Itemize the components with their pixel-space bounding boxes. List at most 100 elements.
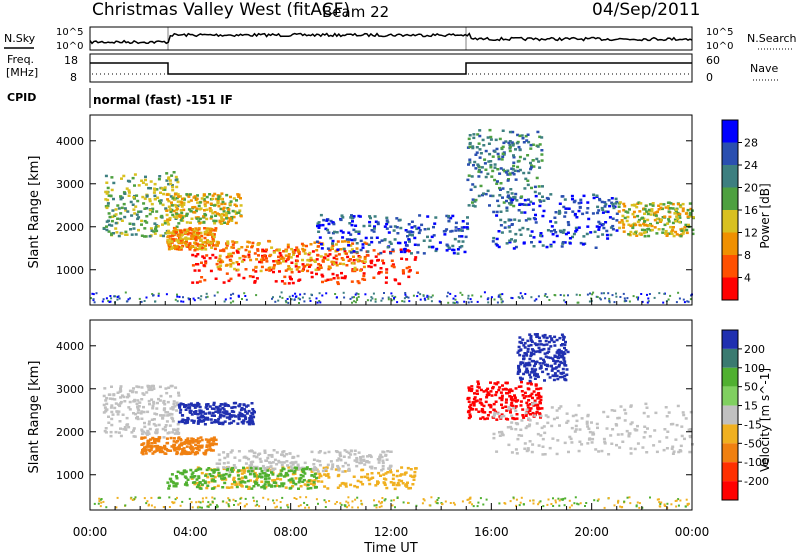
velocity-ground-63 xyxy=(468,501,471,504)
power-cell-5-140 xyxy=(370,240,374,244)
velocity-cell-2-63 xyxy=(191,439,195,442)
velocity-cell-2-10 xyxy=(149,448,153,451)
power-cell-4-127 xyxy=(306,269,310,273)
power-cell-5-103 xyxy=(405,244,409,247)
power-cell-7-216 xyxy=(527,198,530,201)
velocity-cell-5-70 xyxy=(213,468,217,472)
power-cell-7-111 xyxy=(529,234,533,237)
velocity-cell-7-128 xyxy=(526,362,529,365)
velocity-ground-139 xyxy=(324,506,327,508)
power-cell-5-66 xyxy=(392,229,396,232)
power-cell-0-84 xyxy=(143,219,147,223)
velocity-cell-4-209 xyxy=(353,453,357,456)
velocity-cell-1-61 xyxy=(195,405,199,408)
velocity-cell-0-50 xyxy=(170,413,174,416)
power-cell-3-91 xyxy=(415,271,419,274)
velocity-cell-0-116 xyxy=(134,391,138,394)
velocity-cell-7-206 xyxy=(549,345,553,348)
power-cell-5-190 xyxy=(433,222,437,225)
power-cell-7-58 xyxy=(527,203,531,206)
power-cell-8-217 xyxy=(643,220,647,223)
velocity-cell-8-56 xyxy=(528,440,532,443)
power-cell-7-186 xyxy=(522,242,526,245)
velocity-cell-0-84 xyxy=(138,401,142,404)
power-cell-7-11 xyxy=(494,242,498,246)
velocity-ground-98 xyxy=(237,503,240,506)
power-cell-6-63 xyxy=(478,129,482,132)
velocity-cell-3-66 xyxy=(291,485,295,488)
power-cell-5-126 xyxy=(355,242,359,245)
power-ground-115 xyxy=(408,300,411,303)
power-cell-3-160 xyxy=(294,265,298,268)
velocity-cell-3-25 xyxy=(411,483,415,486)
power-cell-8-68 xyxy=(670,232,674,235)
power-cell-6-162 xyxy=(512,161,516,164)
power-ground-68 xyxy=(637,296,640,299)
power-cell-2-121 xyxy=(173,245,176,248)
velocity-cell-1-115 xyxy=(223,404,227,407)
power-cell-6-76 xyxy=(479,184,483,188)
velocity-ground-146 xyxy=(421,502,424,505)
velocity-cell-0-101 xyxy=(104,427,108,430)
power-cell-6-190 xyxy=(518,134,522,138)
power-cell-2-194 xyxy=(175,239,179,242)
power-cell-4-70 xyxy=(284,254,288,257)
velocity-cell-1-177 xyxy=(252,415,256,419)
velocity-cell-0-22 xyxy=(161,427,165,431)
velocity-cell-3-18 xyxy=(289,480,293,484)
velocity-cell-1-66 xyxy=(178,411,182,414)
velocity-cell-5-150 xyxy=(235,485,239,489)
power-cell-8-33 xyxy=(661,231,665,234)
velocity-ground-110 xyxy=(626,496,629,499)
power-cell-7-207 xyxy=(553,216,557,219)
velocity-cell-5-97 xyxy=(167,484,171,487)
power-ground-231 xyxy=(404,292,407,294)
velocity-cell-1-80 xyxy=(239,408,243,411)
power-cell-0-110 xyxy=(159,234,163,237)
colorbar-0-seg-2 xyxy=(722,232,738,255)
power-cell-6-12 xyxy=(537,192,541,195)
velocity-cell-5-106 xyxy=(291,479,295,483)
velocity-cell-8-162 xyxy=(531,402,535,405)
power-cell-8-121 xyxy=(666,205,670,208)
power-cell-5-51 xyxy=(466,227,470,231)
power-cell-1-173 xyxy=(227,208,231,211)
power-cell-1-186 xyxy=(166,198,170,201)
velocity-cell-7-136 xyxy=(545,351,549,355)
velocity-cell-4-83 xyxy=(366,455,369,458)
power-ground-214 xyxy=(619,296,622,298)
velocity-cell-1-129 xyxy=(218,408,222,411)
velocity-ground-121 xyxy=(304,506,307,509)
power-cell-2-205 xyxy=(176,234,180,238)
velocity-cell-0-203 xyxy=(109,430,113,434)
power-cell-7-9 xyxy=(604,221,608,224)
power-cell-4-71 xyxy=(272,251,276,254)
power-cell-6-20 xyxy=(468,161,472,164)
power-cell-8-152 xyxy=(650,228,654,232)
power-cell-1-124 xyxy=(221,207,225,211)
power-cell-4-139 xyxy=(218,268,222,271)
velocity-cell-4-96 xyxy=(377,461,381,464)
velocity-cell-1-215 xyxy=(218,421,222,425)
velocity-cell-1-124 xyxy=(181,420,185,424)
velocity-ground-227 xyxy=(195,501,198,504)
power-cell-1-212 xyxy=(180,201,184,204)
power-cell-0-201 xyxy=(105,192,109,195)
power-cell-6-208 xyxy=(540,136,544,139)
velocity-ground-274 xyxy=(360,499,363,502)
velocity-cell-3-84 xyxy=(409,486,412,490)
power-cell-0-32 xyxy=(163,188,167,191)
power-cell-7-143 xyxy=(541,244,545,247)
velocity-ground-170 xyxy=(381,497,384,499)
velocity-cell-6-172 xyxy=(469,407,473,411)
velocity-cell-1-144 xyxy=(219,403,223,406)
power-cell-6-217 xyxy=(504,171,508,174)
velocity-cell-0-141 xyxy=(143,421,146,425)
velocity-cell-7-59 xyxy=(522,372,526,376)
velocity-cell-8-165 xyxy=(520,419,524,422)
velocity-cell-0-115 xyxy=(152,402,156,405)
velocity-cell-1-73 xyxy=(196,416,200,419)
power-cell-6-147 xyxy=(488,152,492,156)
power-cell-5-49 xyxy=(398,218,402,222)
velocity-cell-0-121 xyxy=(132,412,135,415)
